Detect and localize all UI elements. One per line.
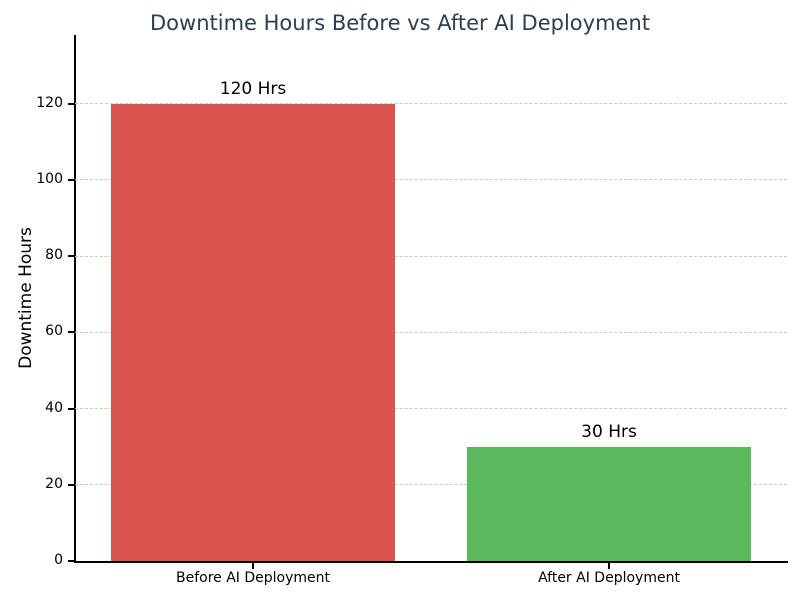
gridline xyxy=(75,408,787,410)
x-tick-label: After AI Deployment xyxy=(538,570,680,586)
gridline xyxy=(75,484,787,486)
y-tick-label: 0 xyxy=(54,552,63,568)
y-tick-mark xyxy=(68,560,74,562)
y-axis-line xyxy=(74,35,76,563)
bar-value-label: 30 Hrs xyxy=(581,421,637,442)
y-tick-label: 60 xyxy=(45,323,63,340)
y-tick-label: 120 xyxy=(36,94,63,111)
gridline xyxy=(75,331,787,333)
y-tick-mark xyxy=(68,255,74,258)
chart-title: Downtime Hours Before vs After AI Deploy… xyxy=(150,11,650,35)
plot-area: 120 Hrs 30 Hrs xyxy=(75,35,787,561)
bar-2 xyxy=(466,446,752,561)
y-tick-mark xyxy=(68,483,74,486)
y-tick-label: 80 xyxy=(45,247,63,264)
gridline xyxy=(75,255,787,257)
x-axis-line xyxy=(74,561,788,563)
gridline xyxy=(75,179,787,181)
y-tick-label: 100 xyxy=(36,170,63,187)
y-tick-label: 40 xyxy=(45,399,63,416)
y-tick-mark xyxy=(68,407,74,410)
gridline xyxy=(75,103,787,105)
bar-1 xyxy=(110,103,396,561)
x-tick-mark xyxy=(252,563,254,569)
y-tick-label: 20 xyxy=(45,475,63,492)
y-tick-mark xyxy=(68,331,74,334)
y-tick-mark xyxy=(68,102,74,105)
x-tick-mark xyxy=(608,563,610,569)
x-tick-label: Before AI Deployment xyxy=(175,570,331,586)
bar-value-label: 120 Hrs xyxy=(219,78,287,99)
y-tick-mark xyxy=(68,178,74,181)
